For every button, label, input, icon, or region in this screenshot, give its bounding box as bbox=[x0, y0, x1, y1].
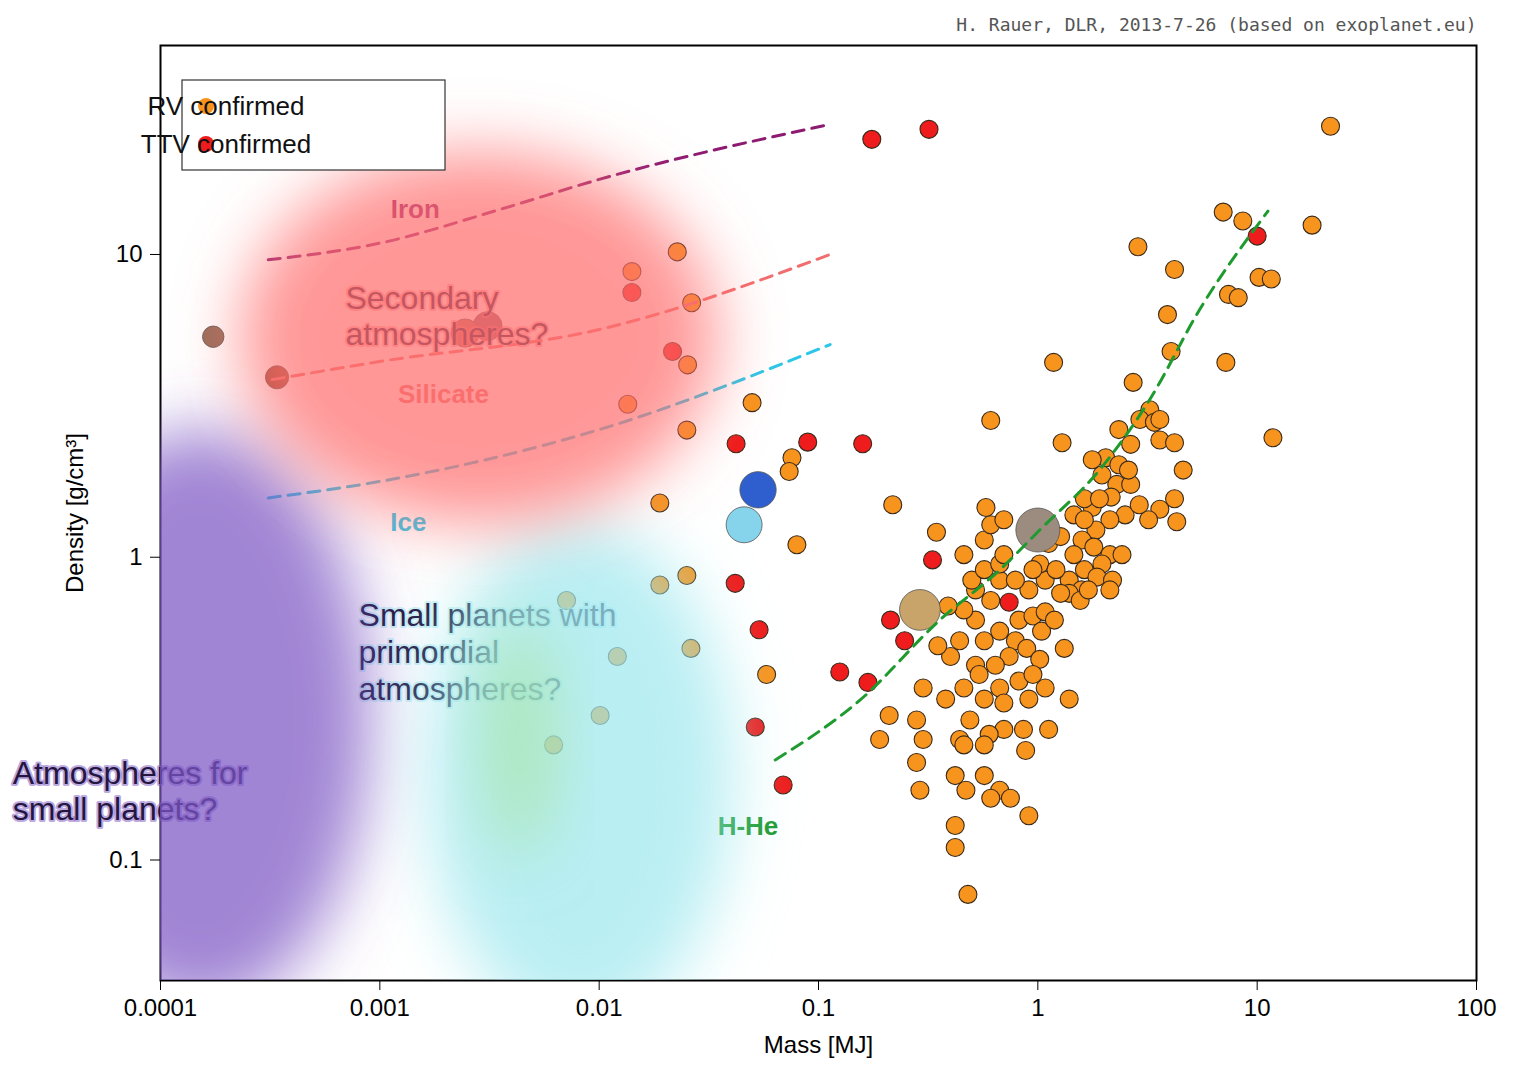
svg-text:TTV confirmed: TTV confirmed bbox=[141, 129, 312, 159]
svg-text:Ice: Ice bbox=[390, 507, 427, 538]
svg-text:0.1: 0.1 bbox=[109, 846, 142, 873]
svg-text:Density [g/cm³]: Density [g/cm³] bbox=[61, 433, 88, 593]
svg-text:0.0001: 0.0001 bbox=[124, 994, 197, 1021]
svg-text:RV confirmed: RV confirmed bbox=[147, 91, 304, 121]
svg-text:100: 100 bbox=[1456, 994, 1496, 1021]
html-text:Atmospheres for: Atmospheres for bbox=[12, 754, 248, 791]
svg-text:Mass [MJ]: Mass [MJ] bbox=[764, 1031, 873, 1058]
svg-text:H. Rauer, DLR, 2013-7-26 (base: H. Rauer, DLR, 2013-7-26 (based on exopl… bbox=[956, 14, 1476, 35]
svg-text:0.001: 0.001 bbox=[350, 994, 410, 1021]
svg-text:0.1: 0.1 bbox=[802, 994, 835, 1021]
html-text:Small planets with: Small planets with bbox=[358, 597, 617, 633]
html-text:small planets?: small planets? bbox=[12, 791, 218, 828]
html-text:primordial: primordial bbox=[358, 633, 500, 670]
html-text:atmospheres?: atmospheres? bbox=[358, 670, 562, 707]
svg-text:1: 1 bbox=[129, 543, 142, 570]
html-text:atmospheres?: atmospheres? bbox=[345, 316, 549, 353]
svg-text:H-He: H-He bbox=[717, 810, 779, 841]
svg-text:1: 1 bbox=[1031, 994, 1044, 1021]
svg-text:10: 10 bbox=[1244, 994, 1271, 1021]
svg-text:10: 10 bbox=[116, 240, 143, 267]
html-text:Secondary: Secondary bbox=[345, 279, 499, 316]
svg-text:0.01: 0.01 bbox=[576, 994, 623, 1021]
